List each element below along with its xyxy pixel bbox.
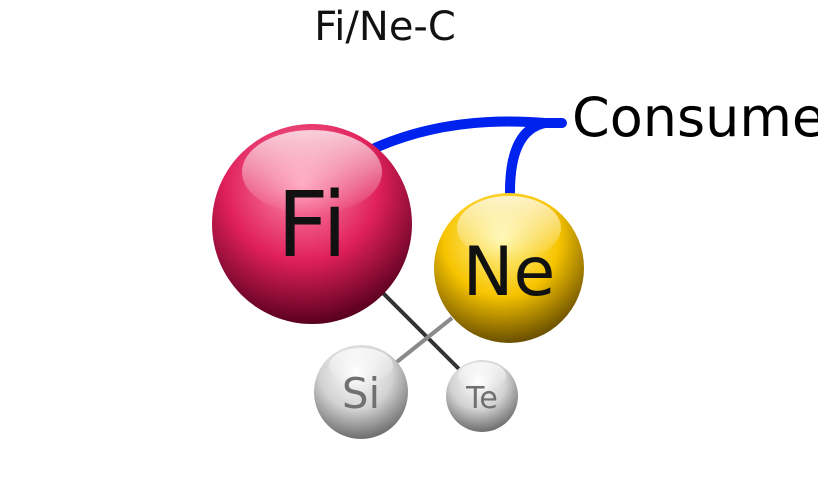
si-label: Si [342,369,380,418]
consume-connector [370,116,567,197]
si-node: Si [314,345,408,439]
ne-si-link [391,316,454,367]
consume-label: Consume [572,86,818,149]
fi-label: Fi [277,173,347,278]
ne-label: Ne [463,233,556,312]
diagram-title: Fi/Ne-C [314,4,456,50]
fi-node: Fi [212,124,412,324]
te-label: Te [465,381,498,416]
ne-node: Ne [434,193,584,343]
fi-te-link [378,288,464,374]
te-node: Te [446,360,518,432]
